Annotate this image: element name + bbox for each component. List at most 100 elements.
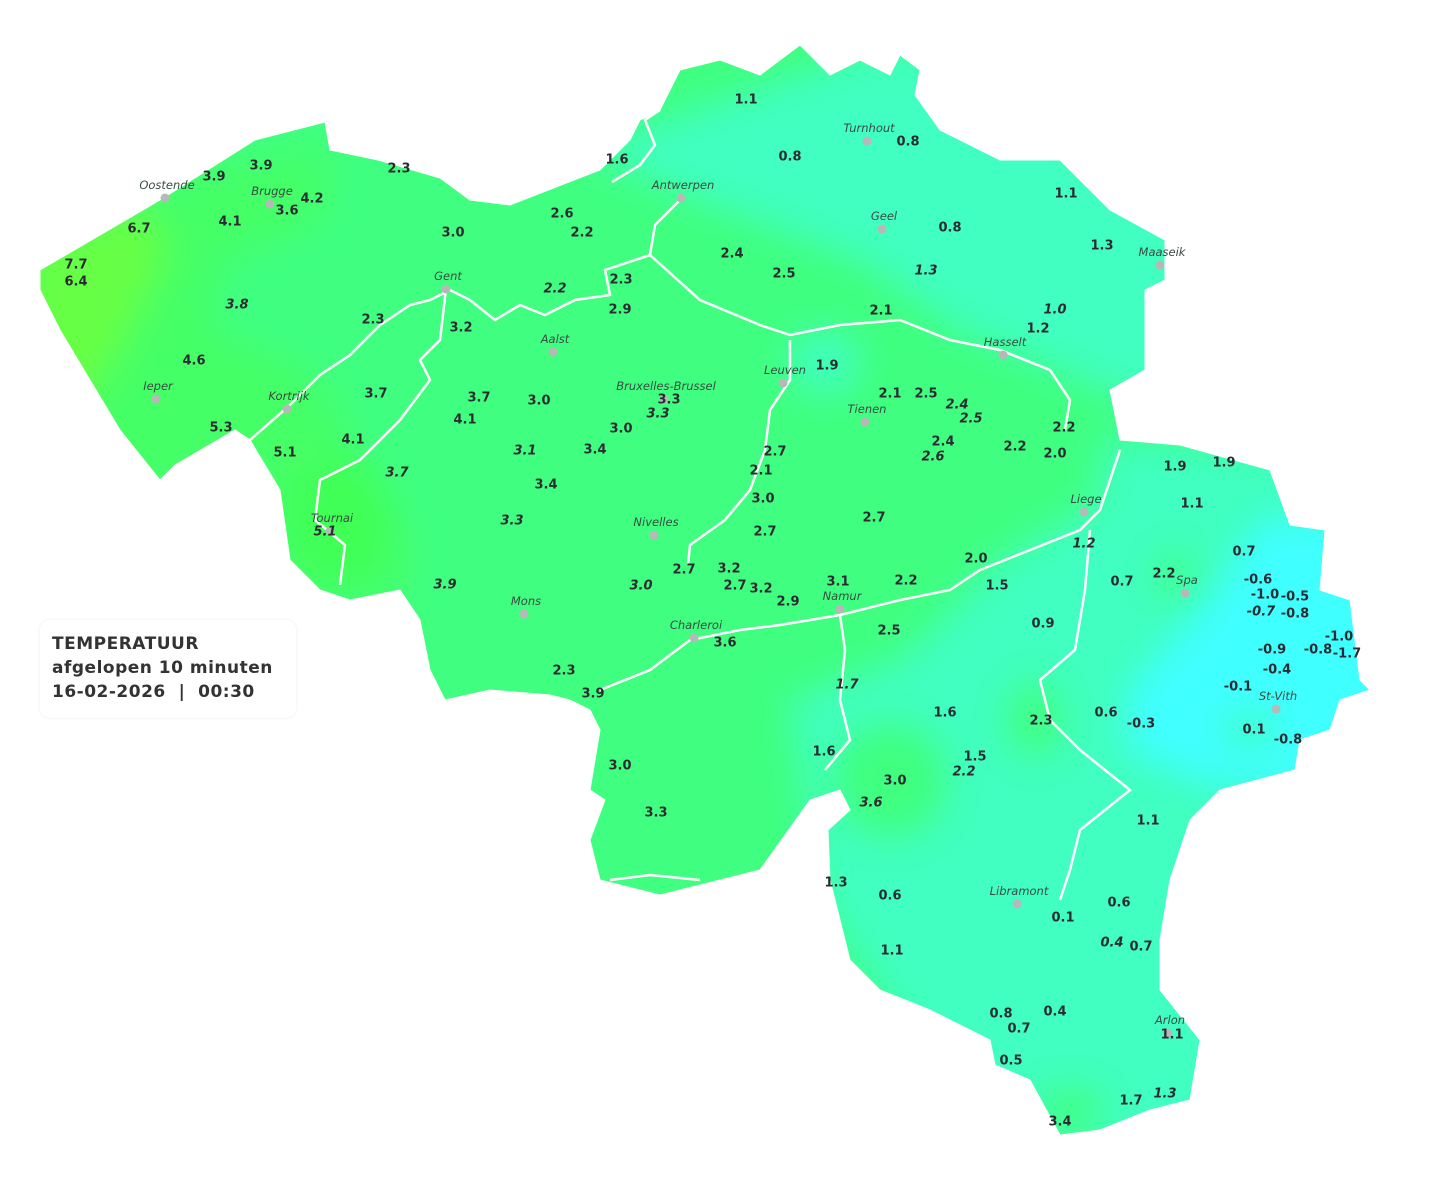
temperature-reading: 3.2 <box>749 581 773 597</box>
city-dot-icon <box>1079 507 1089 517</box>
temperature-reading: 2.3 <box>387 161 411 177</box>
temperature-reading: 3.4 <box>534 477 558 493</box>
city-label: Kortrijk <box>268 389 310 403</box>
temperature-reading: 3.2 <box>449 320 473 336</box>
temperature-reading: 1.6 <box>605 152 629 168</box>
temperature-reading: 0.6 <box>1094 705 1118 721</box>
temperature-reading: 2.9 <box>776 594 800 610</box>
city-label: Oostende <box>139 178 195 192</box>
city-dot-icon <box>860 417 870 427</box>
temperature-reading: 3.0 <box>883 773 907 789</box>
temperature-reading: -1.0 <box>1324 629 1354 645</box>
temperature-reading: 3.0 <box>441 225 465 241</box>
temperature-reading: 2.2 <box>1152 566 1176 582</box>
city-dot-icon <box>1180 588 1190 598</box>
temperature-reading: 0.7 <box>1110 574 1134 590</box>
city-dot-icon <box>282 404 292 414</box>
temperature-reading: 3.8 <box>225 297 249 313</box>
temperature-reading: 3.0 <box>609 421 633 437</box>
city-dot-icon <box>441 284 451 294</box>
temperature-reading: 1.9 <box>815 358 839 374</box>
city-label: Brugge <box>251 184 293 198</box>
temperature-reading: 2.5 <box>877 623 901 639</box>
temperature-reading: 0.6 <box>878 888 902 904</box>
temperature-reading: 3.9 <box>249 158 273 174</box>
temperature-reading: 7.7 <box>64 257 88 273</box>
temperature-reading: 2.2 <box>570 225 594 241</box>
city-label: Antwerpen <box>651 178 715 192</box>
temperature-reading: 3.3 <box>500 513 524 529</box>
temperature-reading: 3.3 <box>644 805 668 821</box>
temperature-reading: 1.3 <box>1090 238 1114 254</box>
city-dot-icon <box>265 199 275 209</box>
temperature-reading: 2.6 <box>550 206 574 222</box>
city-label: Namur <box>822 589 862 603</box>
temperature-reading: 2.7 <box>753 524 777 540</box>
temperature-reading: 0.8 <box>938 220 962 236</box>
temperature-reading: 3.6 <box>713 635 737 651</box>
temperature-reading: -0.8 <box>1280 606 1310 622</box>
temperature-reading: 2.2 <box>1052 420 1076 436</box>
city-dot-icon <box>778 378 788 388</box>
temperature-reading: 2.4 <box>945 397 969 413</box>
temperature-reading: 4.6 <box>182 353 206 369</box>
temperature-reading: 2.1 <box>869 303 893 319</box>
temperature-reading: 1.1 <box>880 943 904 959</box>
temperature-reading: 2.3 <box>1029 713 1053 729</box>
city-label: Spa <box>1176 573 1198 587</box>
temperature-reading: 3.0 <box>751 491 775 507</box>
temperature-reading: 0.9 <box>1031 616 1055 632</box>
temperature-reading: 5.1 <box>313 524 337 540</box>
city-dot-icon <box>835 604 845 614</box>
temperature-reading: -0.1 <box>1223 679 1253 695</box>
temperature-reading: 2.2 <box>952 764 976 780</box>
temperature-reading: -0.8 <box>1273 732 1303 748</box>
temperature-reading: 2.0 <box>1043 446 1067 462</box>
temperature-reading: 1.7 <box>1119 1093 1143 1109</box>
temperature-reading: 1.5 <box>985 578 1009 594</box>
city-dot-icon <box>649 530 659 540</box>
temperature-reading: -1.7 <box>1332 646 1362 662</box>
temperature-reading: 4.1 <box>341 432 365 448</box>
city-label: Mons <box>510 594 542 608</box>
temperature-reading: 1.2 <box>1072 536 1096 552</box>
temperature-reading: 1.3 <box>1153 1086 1177 1102</box>
temperature-reading: -0.5 <box>1280 589 1310 605</box>
temperature-reading: 0.4 <box>1100 935 1124 951</box>
temperature-reading: 3.3 <box>657 392 681 408</box>
temperature-reading: 4.1 <box>453 412 477 428</box>
temperature-reading: 1.3 <box>914 263 938 279</box>
temperature-reading: 3.2 <box>717 561 741 577</box>
legend-subtitle: afgelopen 10 minuten <box>52 658 273 678</box>
legend-box: TEMPERATUUR afgelopen 10 minuten 16-02-2… <box>40 620 296 718</box>
city-dot-icon <box>325 526 335 536</box>
temperature-reading: 3.6 <box>859 795 883 811</box>
city-dot-icon <box>160 193 170 203</box>
temperature-reading: 0.6 <box>1107 895 1131 911</box>
temperature-reading: 0.5 <box>999 1053 1023 1069</box>
city-label: Ieper <box>143 379 173 393</box>
city-label: Arlon <box>1154 1013 1186 1027</box>
legend-title: TEMPERATUUR <box>52 634 199 654</box>
city-dot-icon <box>877 224 887 234</box>
temperature-reading: 2.7 <box>763 444 787 460</box>
temperature-reading: 0.4 <box>1043 1004 1067 1020</box>
temperature-reading: 2.5 <box>959 411 983 427</box>
city-label: Gent <box>434 269 462 283</box>
city-label: Nivelles <box>633 515 679 529</box>
city-label: Leuven <box>764 363 806 377</box>
temperature-reading: 6.4 <box>64 274 88 290</box>
city-label: Bruxelles-Brussel <box>616 379 716 393</box>
temperature-reading: 1.1 <box>1180 496 1204 512</box>
city-label: Tienen <box>847 402 887 416</box>
temperature-reading: 3.7 <box>385 465 409 481</box>
temperature-reading: 1.6 <box>812 744 836 760</box>
temperature-reading: 2.0 <box>964 551 988 567</box>
temperature-reading: 5.1 <box>273 445 297 461</box>
city-dot-icon <box>548 347 558 357</box>
temperature-reading: 1.1 <box>734 92 758 108</box>
temperature-reading: -0.9 <box>1257 642 1287 658</box>
temperature-reading: 3.1 <box>513 443 537 459</box>
city-label: Turnhout <box>843 121 895 135</box>
